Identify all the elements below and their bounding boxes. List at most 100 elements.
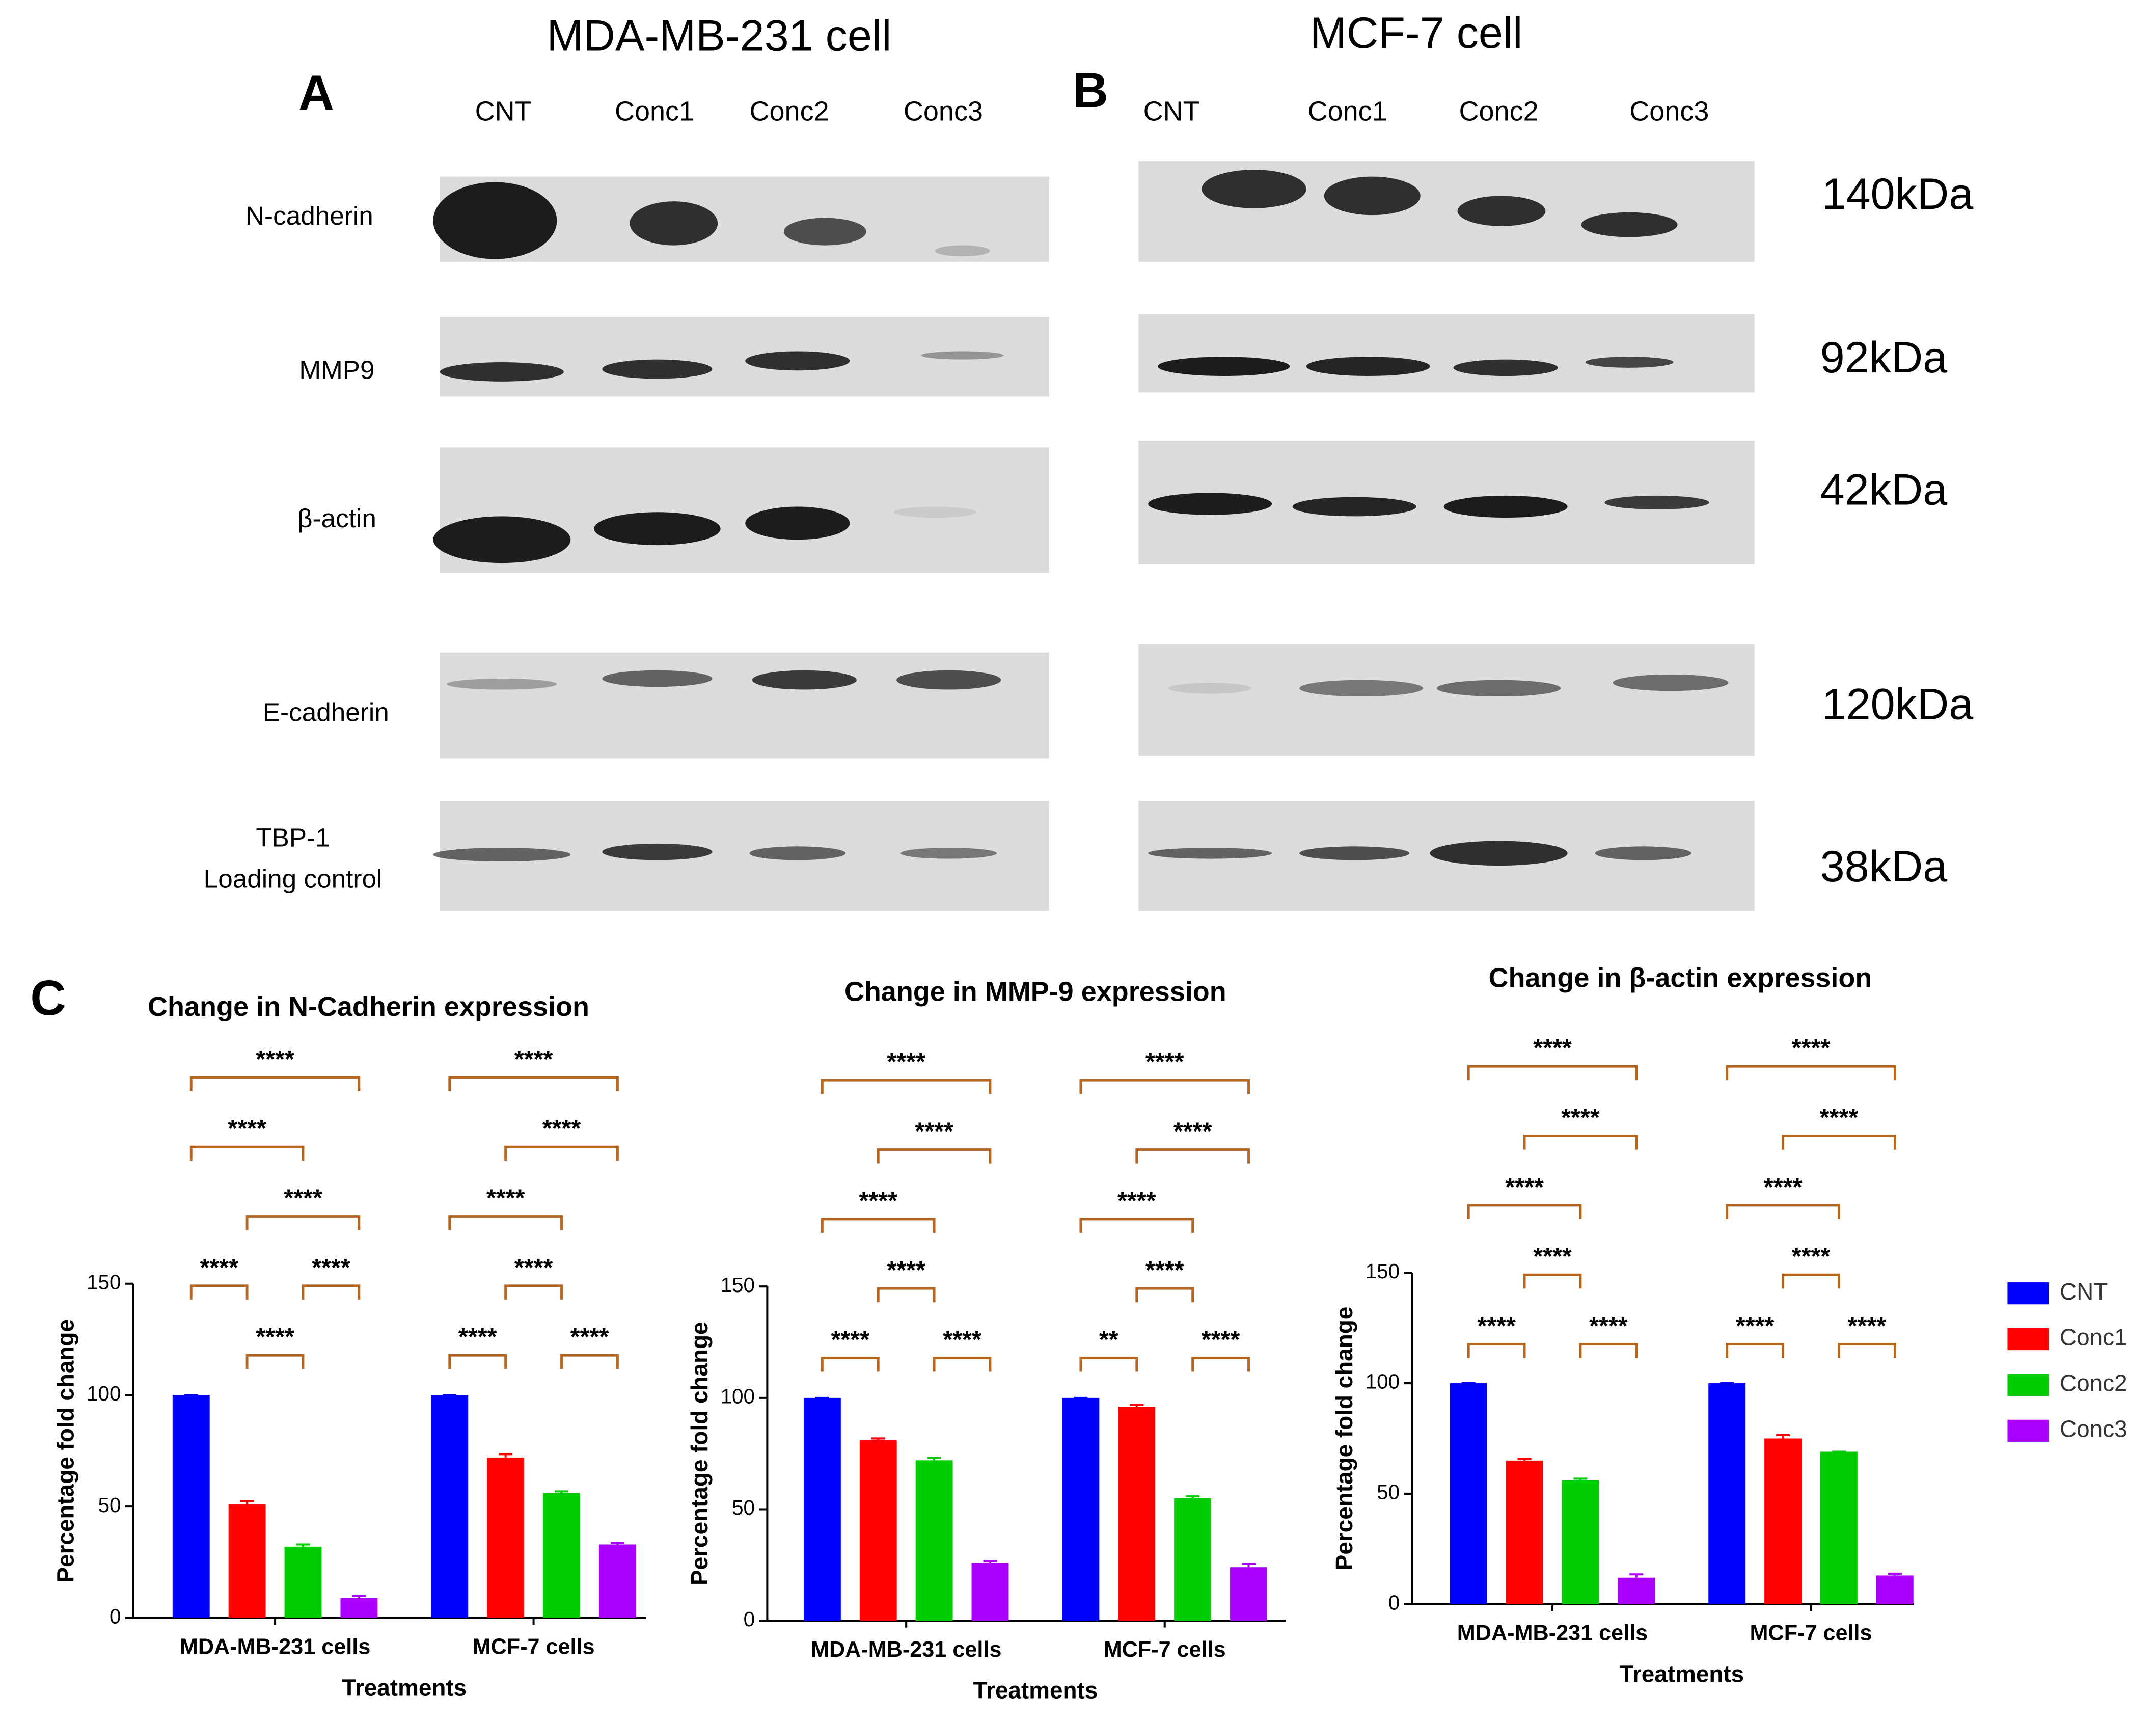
band xyxy=(602,670,713,687)
significance-bracket xyxy=(1467,1065,1638,1081)
band xyxy=(1148,848,1272,859)
band xyxy=(1604,495,1709,509)
significance-bracket xyxy=(1726,1204,1840,1219)
significance-bracket xyxy=(1135,1287,1194,1303)
bar xyxy=(1820,1451,1858,1604)
legend-label: Conc3 xyxy=(2060,1415,2127,1442)
error-bar xyxy=(1776,1434,1790,1439)
significance-bracket xyxy=(1079,1218,1194,1233)
significance-label: **** xyxy=(887,1257,925,1284)
band xyxy=(1292,497,1416,517)
y-axis-label: Percentage fold change xyxy=(1331,1307,1357,1571)
error-bar xyxy=(555,1490,569,1493)
significance-bracket xyxy=(1838,1343,1896,1358)
band xyxy=(752,670,857,690)
panel-label: B xyxy=(1073,62,1108,118)
significance-bracket xyxy=(1579,1343,1638,1358)
significance-label: **** xyxy=(284,1184,322,1212)
significance-label: **** xyxy=(1561,1104,1600,1132)
bar xyxy=(598,1544,636,1618)
y-tick-label: 50 xyxy=(732,1496,755,1519)
blot xyxy=(1138,644,1755,756)
bar xyxy=(284,1546,322,1618)
significance-label: **** xyxy=(943,1326,981,1354)
row-label: TBP-1 xyxy=(256,823,330,852)
significance-bracket xyxy=(877,1148,992,1164)
y-tick-label: 150 xyxy=(721,1273,755,1297)
significance-bracket xyxy=(189,1145,305,1161)
y-tick-label: 0 xyxy=(744,1607,755,1631)
y-tick-label: 50 xyxy=(1377,1480,1400,1504)
band xyxy=(783,218,866,246)
error-bar xyxy=(499,1453,513,1458)
lane-label: Conc2 xyxy=(1459,96,1539,127)
chart-title: Change in N-Cadherin expression xyxy=(148,991,589,1022)
row-label: MMP9 xyxy=(299,355,374,384)
blot xyxy=(1138,314,1755,393)
band xyxy=(1306,357,1430,376)
band xyxy=(1158,357,1290,376)
significance-label: **** xyxy=(1792,1035,1831,1062)
significance-label: **** xyxy=(570,1324,609,1351)
x-tick-label: MCF-7 cells xyxy=(1750,1621,1872,1646)
significance-bracket xyxy=(560,1354,619,1369)
x-tick-label: MDA-MB-231 cells xyxy=(180,1635,370,1659)
band xyxy=(440,362,564,382)
significance-bracket xyxy=(1467,1204,1582,1219)
lane-label: Conc1 xyxy=(1308,96,1387,127)
row-label: N-cadherin xyxy=(245,201,373,230)
error-bar xyxy=(1130,1404,1144,1407)
significance-bracket xyxy=(821,1218,936,1233)
significance-label: **** xyxy=(514,1254,553,1281)
significance-label: **** xyxy=(256,1324,294,1351)
x-axis-label: Treatments xyxy=(1619,1660,1744,1687)
significance-bracket xyxy=(1079,1079,1250,1094)
band xyxy=(921,351,1004,360)
band xyxy=(433,516,571,563)
band xyxy=(749,846,846,860)
y-tick-label: 0 xyxy=(1388,1591,1400,1614)
band xyxy=(935,245,990,257)
significance-label: **** xyxy=(859,1187,897,1215)
band xyxy=(1148,493,1272,515)
band xyxy=(1613,674,1729,691)
significance-label: **** xyxy=(1764,1173,1803,1201)
y-axis-label: Percentage fold change xyxy=(52,1319,78,1583)
bar xyxy=(228,1504,266,1618)
significance-bracket xyxy=(245,1354,305,1369)
significance-label: **** xyxy=(542,1115,581,1143)
error-bar xyxy=(1517,1458,1532,1461)
bar xyxy=(1506,1460,1543,1604)
bar xyxy=(1876,1575,1914,1604)
legend-swatch xyxy=(2007,1419,2049,1442)
significance-bracket xyxy=(1782,1273,1840,1289)
significance-label: **** xyxy=(312,1254,350,1281)
legend-swatch xyxy=(2007,1328,2049,1351)
error-bar xyxy=(1242,1563,1256,1568)
significance-bracket xyxy=(448,1215,563,1230)
significance-bracket xyxy=(877,1287,936,1303)
legend-swatch xyxy=(2007,1374,2049,1396)
bar xyxy=(971,1563,1009,1621)
significance-bracket xyxy=(448,1354,507,1369)
significance-label: **** xyxy=(887,1048,925,1076)
size-label: 120kDa xyxy=(1822,680,1974,729)
significance-bracket xyxy=(1726,1065,1896,1081)
legend-label: CNT xyxy=(2060,1278,2108,1305)
significance-label: **** xyxy=(1589,1312,1628,1340)
lane-label: Conc3 xyxy=(1629,96,1709,127)
significance-label: **** xyxy=(458,1324,497,1351)
band xyxy=(433,848,571,862)
error-bar xyxy=(296,1543,310,1547)
chart-title: Change in MMP-9 expression xyxy=(844,976,1226,1007)
size-label: 38kDa xyxy=(1820,842,1948,891)
bar xyxy=(1450,1383,1487,1604)
significance-label: **** xyxy=(1202,1326,1240,1354)
band xyxy=(1202,170,1306,208)
legend-label: Conc2 xyxy=(2060,1370,2127,1396)
band xyxy=(1453,359,1558,376)
band xyxy=(1457,196,1546,226)
significance-bracket xyxy=(821,1079,992,1094)
significance-label: **** xyxy=(1145,1048,1184,1076)
